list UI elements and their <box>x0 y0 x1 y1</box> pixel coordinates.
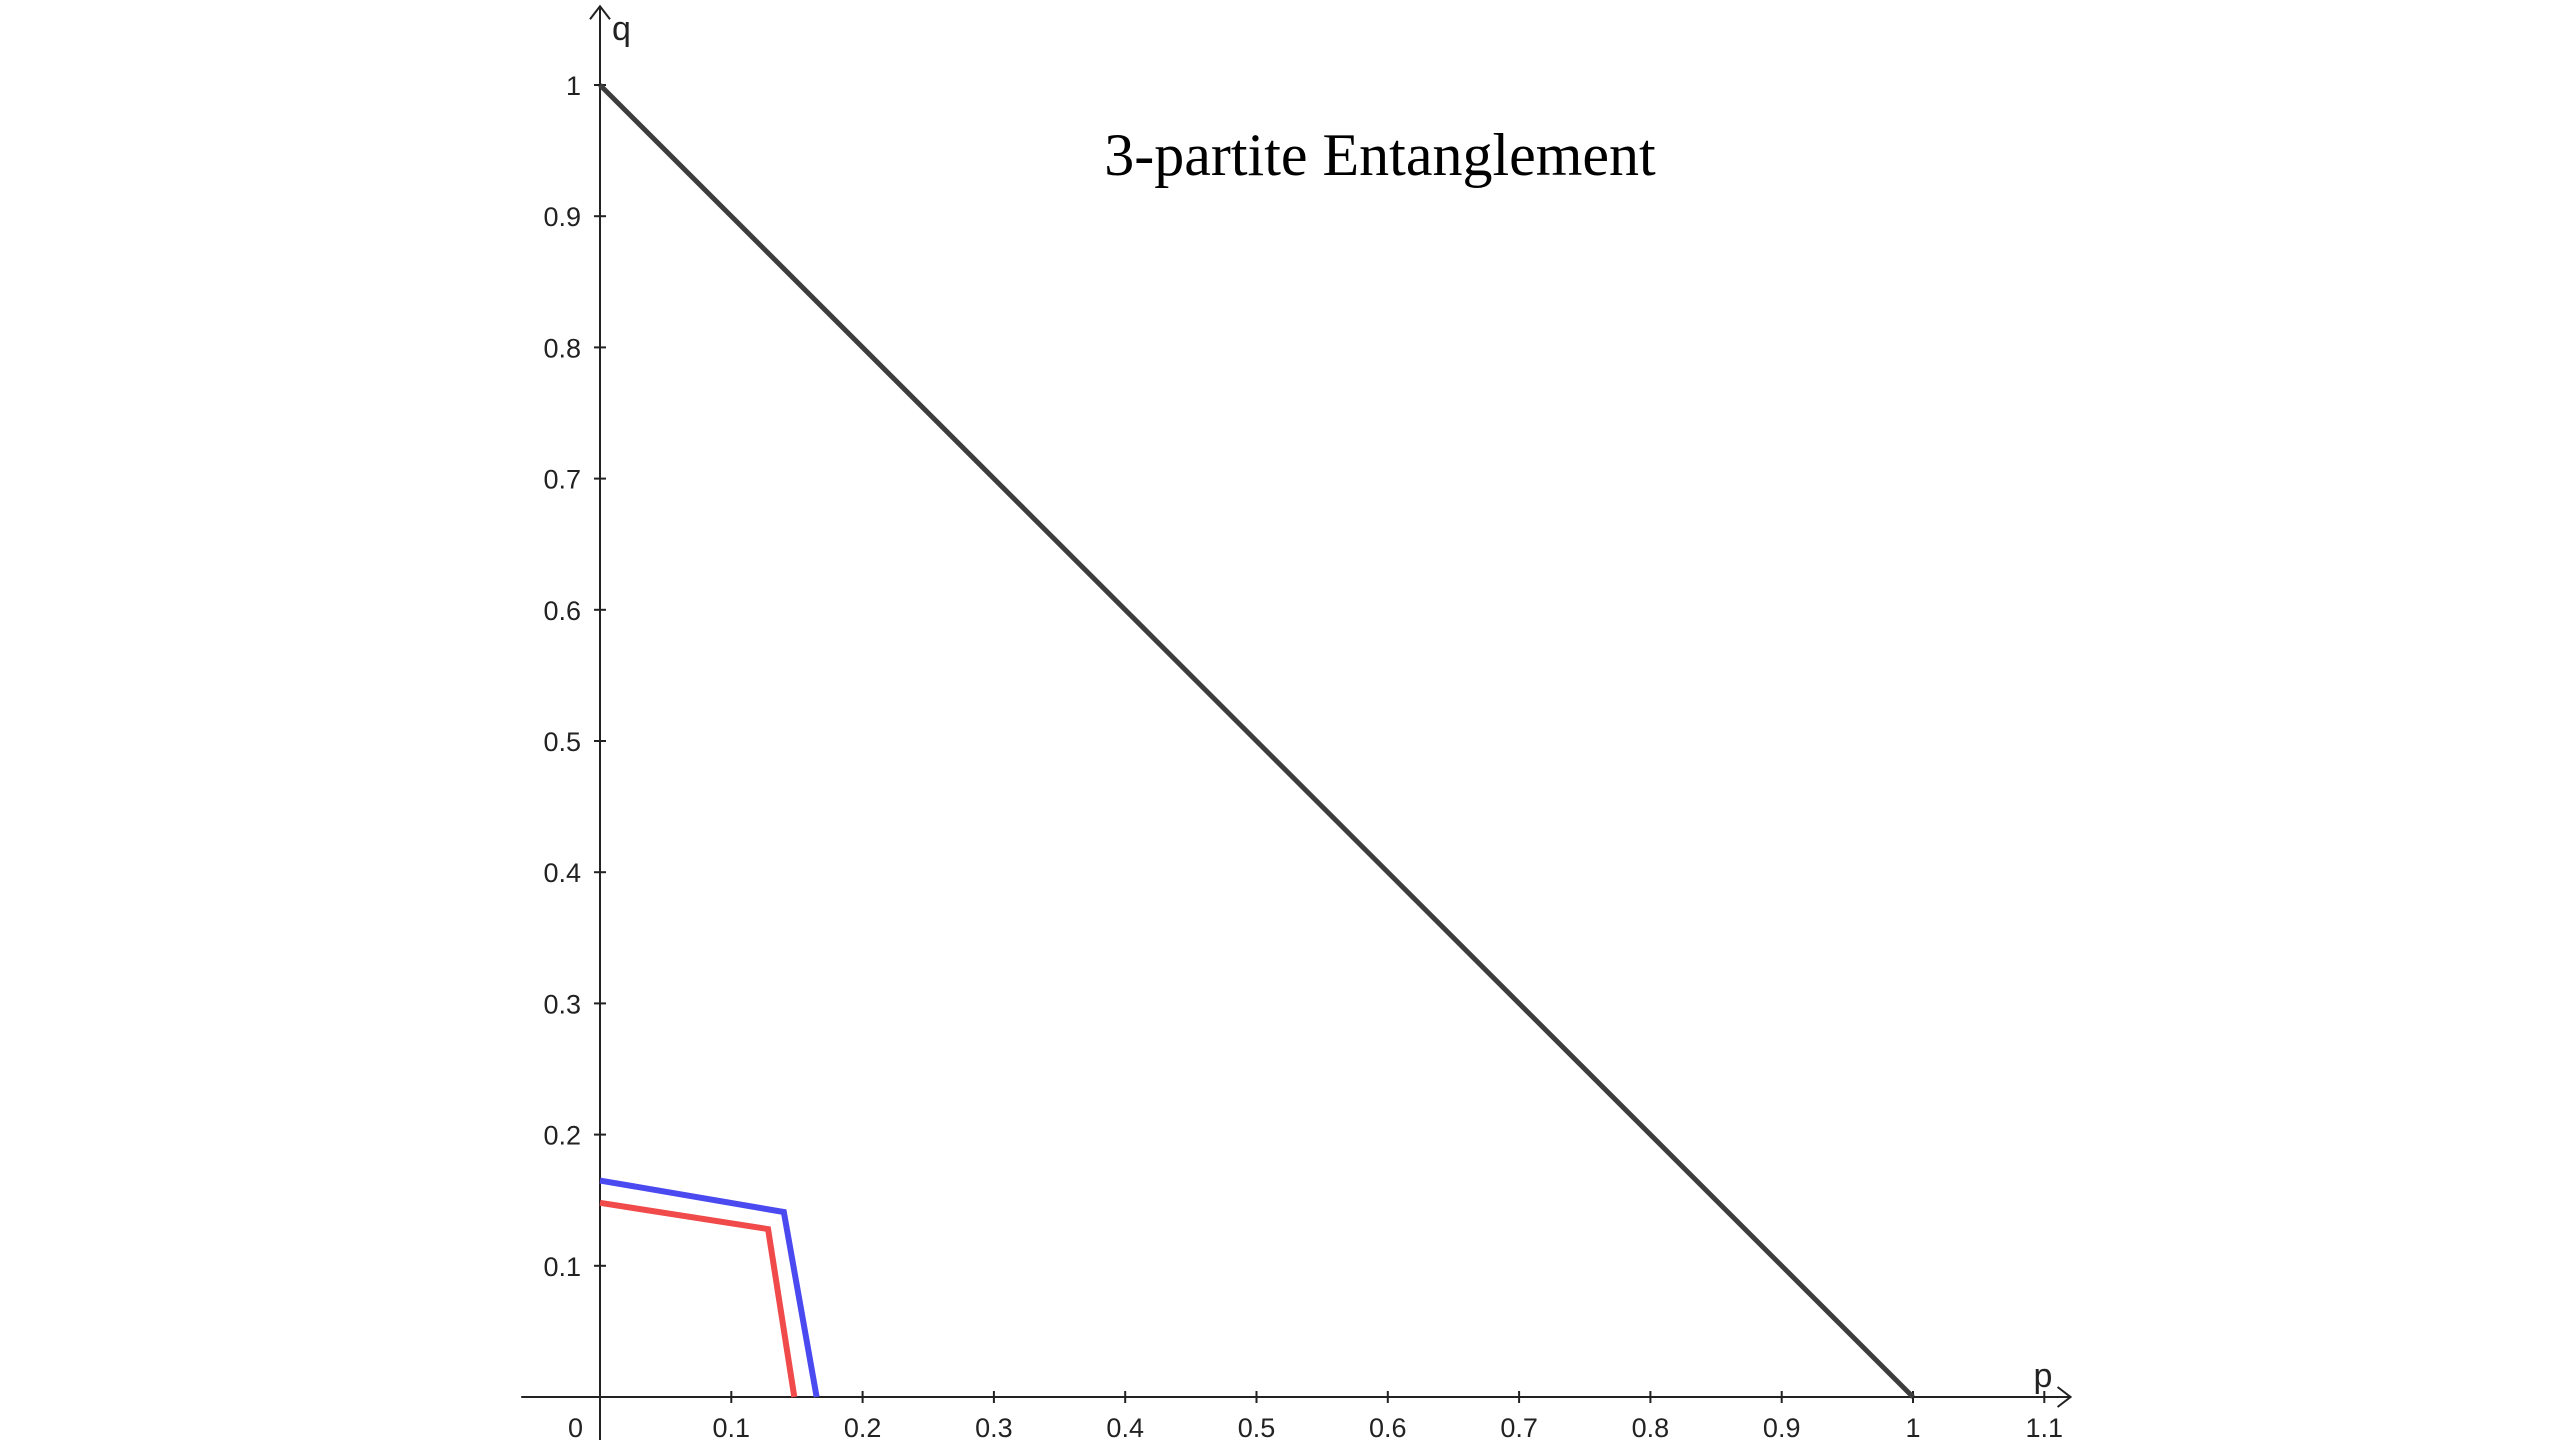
x-tick-label: 1.1 <box>2026 1413 2064 1440</box>
y-ticks: 0.1 0.2 0.3 0.4 0.5 0.6 0.7 0.8 0.9 1 <box>543 71 606 1282</box>
origin-label: 0 <box>568 1413 583 1440</box>
y-tick-label: 1 <box>566 71 581 101</box>
series-line-2 <box>599 1177 820 1398</box>
x-tick-label: 0.2 <box>844 1413 882 1440</box>
y-tick-label: 0.7 <box>543 465 581 495</box>
series-line-1 <box>598 83 1915 1399</box>
x-tick-label: 0.1 <box>713 1413 751 1440</box>
series-group <box>598 83 1915 1399</box>
x-ticks: 0.1 0.2 0.3 0.4 0.5 0.6 0.7 0.8 0.9 1 1.1 <box>713 1391 2064 1440</box>
x-tick-label: 0.4 <box>1106 1413 1144 1440</box>
x-axis-arrow <box>2056 1386 2073 1408</box>
y-tick-label: 0.1 <box>543 1252 581 1282</box>
x-tick-label: 0.5 <box>1238 1413 1276 1440</box>
y-tick-label: 0.2 <box>543 1121 581 1151</box>
x-tick-label: 0.7 <box>1500 1413 1538 1440</box>
y-tick-label: 0.4 <box>543 858 581 888</box>
x-tick-label: 1 <box>1905 1413 1920 1440</box>
x-tick-label: 0.3 <box>975 1413 1013 1440</box>
x-tick-label: 0.9 <box>1763 1413 1801 1440</box>
chart-title: 3-partite Entanglement <box>1104 122 1656 188</box>
y-axis-arrow <box>589 4 611 20</box>
y-tick-label: 0.5 <box>543 727 581 757</box>
x-tick-label: 0.8 <box>1632 1413 1670 1440</box>
y-tick-label: 0.3 <box>543 989 581 1019</box>
x-tick-label: 0.6 <box>1369 1413 1407 1440</box>
y-tick-label: 0.6 <box>543 596 581 626</box>
y-tick-label: 0.8 <box>543 333 581 363</box>
y-axis-label: q <box>612 10 631 48</box>
x-axis-label: p <box>2034 1357 2053 1395</box>
series-line-3 <box>599 1199 798 1398</box>
y-tick-label: 0.9 <box>543 202 581 232</box>
axes <box>521 4 2073 1440</box>
